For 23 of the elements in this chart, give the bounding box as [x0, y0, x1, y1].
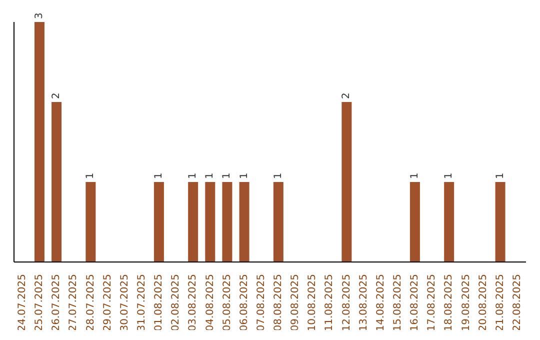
data-label: 2 — [341, 92, 352, 99]
x-tick-label: 17.08.2025 — [426, 274, 438, 332]
x-tick-label: 10.08.2025 — [307, 274, 318, 332]
x-tick-label: 13.08.2025 — [358, 274, 370, 332]
data-label: 1 — [272, 172, 284, 179]
x-tick-label: 11.08.2025 — [324, 274, 336, 332]
x-tick-label: 18.08.2025 — [444, 274, 455, 332]
x-tick-label: 15.08.2025 — [392, 274, 404, 332]
x-tick-label: 16.08.2025 — [410, 274, 421, 332]
data-label: 1 — [238, 172, 250, 179]
data-label: 1 — [153, 172, 164, 179]
data-label: 1 — [85, 172, 96, 179]
data-label: 1 — [409, 172, 420, 179]
x-tick-label: 14.08.2025 — [375, 274, 386, 332]
data-label: 1 — [494, 172, 506, 179]
data-label: 1 — [444, 172, 455, 179]
data-label: 1 — [222, 172, 233, 179]
data-label: 3 — [34, 12, 45, 19]
data-label: 1 — [204, 172, 216, 179]
x-tick-label: 12.08.2025 — [341, 274, 352, 332]
data-label: 2 — [51, 92, 62, 99]
x-tick-label: 19.08.2025 — [460, 274, 472, 332]
data-label: 1 — [188, 172, 199, 179]
